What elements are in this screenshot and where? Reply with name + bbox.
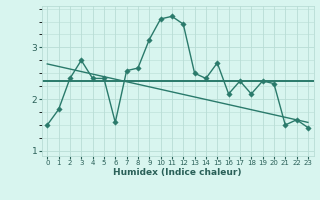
X-axis label: Humidex (Indice chaleur): Humidex (Indice chaleur) <box>113 168 242 177</box>
